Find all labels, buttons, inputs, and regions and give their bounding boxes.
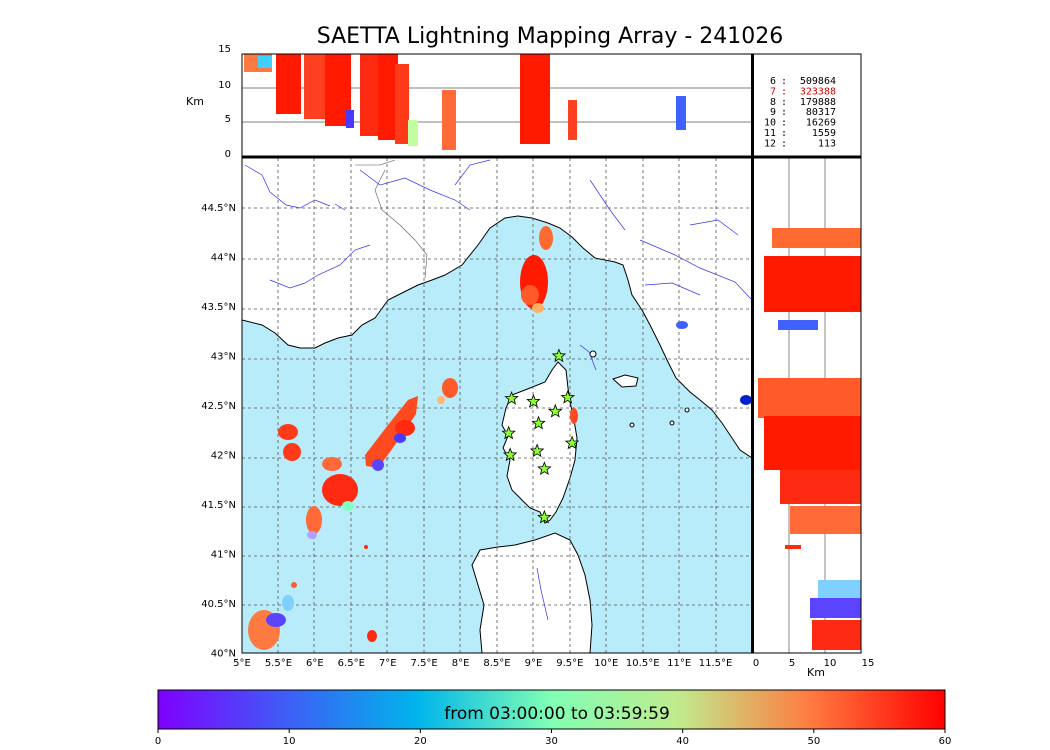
- station-star-icon: [529, 443, 545, 458]
- right-altitude-panel: [753, 158, 861, 653]
- lon-tick-label: 7.5°E: [411, 658, 438, 669]
- lat-tick-label: 44°N: [211, 253, 236, 264]
- station-star-icon: [504, 391, 519, 405]
- station-star-icon: [537, 461, 552, 475]
- station-count: 509864: [800, 76, 836, 87]
- station-star-icon: [501, 425, 516, 440]
- station-sep: :: [781, 138, 787, 149]
- station-id: 9: [770, 107, 776, 118]
- lat-tick-labels: 44.5°N 44°N 43.5°N 43°N 42.5°N 42°N 41.5°N 41°N…: [201, 203, 236, 660]
- right-xtick-10: 10: [824, 658, 837, 669]
- lat-tick-label: 42°N: [211, 451, 236, 462]
- right-xtick-0: 0: [753, 658, 759, 669]
- lon-tick-label: 8.5°E: [483, 658, 510, 669]
- colorbar-tick-label: 20: [414, 736, 427, 747]
- lat-tick-label: 41°N: [211, 550, 236, 561]
- station-id: 11: [764, 128, 776, 139]
- colorbar-tick-label: 30: [545, 736, 558, 747]
- lon-tick-label: 9.5°E: [556, 658, 583, 669]
- lon-tick-label: 5°E: [233, 658, 251, 669]
- station-id: 7: [770, 86, 776, 97]
- right-xlabel: Km: [807, 666, 825, 679]
- borders: [355, 159, 428, 279]
- right-xtick-5: 5: [789, 658, 795, 669]
- station-sep: :: [781, 86, 787, 97]
- sardinia-island: [471, 532, 593, 653]
- colorbar: [157, 689, 946, 730]
- top-ytick-10: 10: [218, 80, 231, 91]
- lon-tick-label: 6.5°E: [338, 658, 365, 669]
- station-sep: :: [781, 107, 787, 118]
- station-star-icon: [548, 403, 563, 418]
- colorbar-ticks: 0 10 20 30 40 50 60: [155, 729, 952, 747]
- lon-tick-label: 11.5°E: [699, 658, 733, 669]
- colorbar-tick-label: 0: [155, 736, 161, 747]
- station-count: 179888: [800, 97, 836, 108]
- station-star-icon: [537, 509, 552, 524]
- station-sep: :: [781, 128, 787, 139]
- colorbar-label: from 03:00:00 to 03:59:59: [444, 704, 670, 724]
- elba-island: [612, 374, 639, 388]
- lon-tick-labels: 5°E 5.5°E 6°E 6.5°E 7°E 7.5°E 8°E 8.5°E 9°E 9.5°E…: [233, 658, 732, 669]
- top-ylabel: Km: [186, 95, 204, 108]
- station-count: 323388: [800, 86, 836, 97]
- lon-tick-label: 10.5°E: [626, 658, 660, 669]
- station-counts: 6:5098647:3233888:1798889:8031710:162691…: [764, 76, 836, 149]
- station-id: 10: [764, 118, 776, 129]
- lon-tick-label: 9°E: [525, 658, 543, 669]
- lightning-sources: [248, 226, 688, 650]
- top-altitude-panel: [242, 54, 752, 157]
- station-count: 16269: [806, 118, 836, 129]
- stats-panel: [752, 53, 862, 158]
- lat-tick-label: 43.5°N: [201, 302, 236, 313]
- station-id: 6: [770, 76, 776, 87]
- station-id: 8: [770, 97, 776, 108]
- lon-tick-label: 11°E: [667, 658, 691, 669]
- lat-tick-label: 43°N: [211, 352, 236, 363]
- station-count: 80317: [806, 107, 836, 118]
- station-star-icon: [502, 447, 518, 462]
- lat-tick-label: 44.5°N: [201, 203, 236, 214]
- station-count: 113: [818, 138, 836, 149]
- lon-tick-label: 5.5°E: [265, 658, 292, 669]
- colorbar-tick-label: 60: [939, 736, 952, 747]
- station-sep: :: [781, 118, 787, 129]
- station-star-icon: [551, 348, 567, 363]
- figure-title: SAETTA Lightning Mapping Array - 241026: [316, 24, 784, 49]
- colorbar-tick-label: 10: [283, 736, 296, 747]
- station-sep: :: [781, 76, 787, 87]
- lon-tick-label: 10°E: [594, 658, 618, 669]
- top-ytick-0: 0: [225, 149, 231, 160]
- station-star-icon: [564, 435, 580, 450]
- colorbar-tick-label: 40: [676, 736, 689, 747]
- top-ytick-5: 5: [225, 114, 231, 125]
- station-sep: :: [781, 97, 787, 108]
- station-markers: [501, 348, 580, 524]
- station-star-icon: [531, 415, 546, 430]
- station-id: 12: [764, 138, 776, 149]
- lon-tick-label: 7°E: [379, 658, 397, 669]
- station-star-icon: [560, 390, 575, 404]
- top-ytick-15: 15: [218, 44, 231, 55]
- lat-tick-label: 40°N: [211, 649, 236, 660]
- lon-tick-label: 8°E: [452, 658, 470, 669]
- station-star-icon: [526, 393, 541, 408]
- station-count: 1559: [812, 128, 836, 139]
- colorbar-tick-label: 50: [807, 736, 820, 747]
- lon-tick-label: 6°E: [306, 658, 324, 669]
- lat-tick-label: 40.5°N: [201, 599, 236, 610]
- lat-tick-label: 42.5°N: [201, 401, 236, 412]
- right-xtick-15: 15: [862, 658, 875, 669]
- map-panel: [242, 158, 752, 653]
- lat-tick-label: 41.5°N: [201, 500, 236, 511]
